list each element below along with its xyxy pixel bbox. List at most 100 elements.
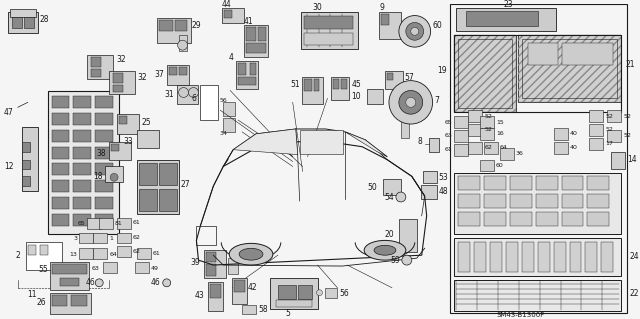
Bar (52, 96, 70, 108)
Bar (74, 147, 92, 159)
Bar (40, 245, 47, 255)
Bar (454, 35, 516, 112)
Bar (238, 77, 256, 85)
Text: 45: 45 (351, 80, 361, 89)
Text: 6: 6 (191, 94, 196, 103)
Bar (522, 39, 617, 98)
Bar (206, 252, 216, 262)
Bar (236, 61, 258, 89)
Bar (518, 35, 621, 102)
Text: 26: 26 (36, 298, 45, 307)
Text: 41: 41 (243, 17, 253, 26)
Bar (95, 96, 113, 108)
Bar (528, 43, 557, 65)
Text: 60: 60 (433, 21, 442, 30)
Bar (137, 160, 179, 214)
Text: 53: 53 (438, 173, 448, 182)
Bar (538, 242, 550, 272)
Bar (109, 142, 131, 160)
Text: 19: 19 (437, 66, 447, 75)
Text: 7: 7 (435, 96, 440, 105)
Bar (74, 130, 92, 142)
Bar (562, 176, 584, 190)
Bar (224, 10, 232, 18)
Text: 4: 4 (228, 54, 233, 63)
Bar (484, 142, 498, 154)
Text: 28: 28 (40, 15, 49, 24)
Bar (536, 176, 557, 190)
Bar (278, 285, 296, 299)
Text: 27: 27 (180, 180, 190, 189)
Bar (536, 212, 557, 226)
Bar (92, 69, 101, 77)
Bar (468, 124, 482, 136)
Text: 51: 51 (290, 80, 300, 89)
Text: 55: 55 (38, 265, 47, 274)
Bar (52, 295, 67, 307)
Text: 59: 59 (390, 256, 400, 265)
Bar (510, 176, 532, 190)
Text: 32: 32 (137, 73, 147, 82)
Bar (303, 79, 312, 91)
Bar (139, 163, 157, 185)
Bar (554, 128, 568, 140)
Bar (135, 262, 149, 273)
Bar (223, 102, 235, 116)
Bar (480, 116, 494, 128)
Text: 31: 31 (164, 90, 173, 99)
Bar (246, 43, 266, 53)
Bar (22, 176, 30, 186)
Text: 56: 56 (339, 289, 349, 298)
Text: 20: 20 (384, 230, 394, 239)
Bar (536, 194, 557, 208)
Bar (111, 144, 119, 151)
Bar (26, 242, 61, 270)
Text: 52: 52 (623, 133, 631, 138)
Bar (28, 245, 36, 255)
Bar (314, 79, 319, 91)
Bar (222, 8, 244, 24)
Bar (326, 288, 337, 298)
Bar (105, 167, 123, 182)
Bar (238, 63, 246, 75)
Bar (458, 39, 512, 108)
Text: 10: 10 (351, 92, 361, 101)
Text: 81: 81 (115, 221, 123, 226)
Text: 13: 13 (70, 252, 77, 257)
Polygon shape (346, 132, 387, 157)
Bar (87, 218, 101, 229)
Bar (385, 71, 403, 89)
Text: 61: 61 (133, 220, 141, 225)
Bar (200, 85, 218, 120)
Text: 61: 61 (153, 251, 161, 256)
Bar (298, 285, 312, 299)
Bar (52, 163, 70, 175)
Ellipse shape (374, 245, 396, 255)
Text: 50: 50 (367, 183, 377, 192)
Bar (333, 79, 339, 89)
Text: 52: 52 (605, 114, 613, 119)
Text: 39: 39 (191, 258, 200, 267)
Bar (510, 212, 532, 226)
Bar (223, 118, 235, 132)
Text: SM43-B1300F: SM43-B1300F (496, 312, 545, 318)
Text: 36: 36 (516, 151, 524, 156)
Text: 22: 22 (629, 289, 639, 298)
Bar (588, 176, 609, 190)
Text: 30: 30 (312, 3, 323, 12)
Bar (93, 233, 107, 243)
Ellipse shape (229, 243, 273, 265)
Bar (420, 185, 436, 199)
Text: 64: 64 (500, 145, 508, 150)
Bar (177, 85, 198, 104)
Bar (242, 305, 256, 314)
Bar (179, 35, 186, 51)
Bar (109, 71, 135, 94)
Bar (506, 242, 518, 272)
Bar (166, 65, 189, 85)
Bar (119, 116, 127, 124)
Text: 60: 60 (496, 163, 504, 168)
Text: 17: 17 (605, 141, 613, 146)
Text: 48: 48 (438, 187, 448, 196)
Bar (159, 19, 173, 31)
